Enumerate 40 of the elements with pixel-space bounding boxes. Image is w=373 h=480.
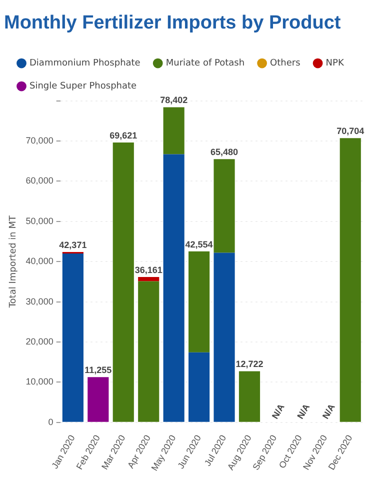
bar xyxy=(340,138,361,422)
total-label: 42,371 xyxy=(59,240,87,250)
bar xyxy=(62,254,84,422)
bar xyxy=(214,252,235,422)
bar xyxy=(112,142,134,422)
bar xyxy=(138,281,160,422)
legend-label: Others xyxy=(270,58,301,69)
total-label: 42,554 xyxy=(185,239,213,250)
legend-label: Single Super Phosphate xyxy=(30,82,138,92)
total-label: 70,704 xyxy=(336,126,364,136)
text: N/A xyxy=(270,402,286,421)
y-tick-label: 40,000 xyxy=(26,256,54,266)
legend-label: NPK xyxy=(326,58,345,69)
bar xyxy=(238,371,260,422)
bar xyxy=(163,107,184,154)
bar xyxy=(88,377,109,422)
y-tick-label: 60,000 xyxy=(26,176,54,186)
total-label: 69,621 xyxy=(110,130,138,141)
y-tick-label: 70,000 xyxy=(26,135,54,146)
total-label: 12,722 xyxy=(236,359,264,370)
y-tick-label: 30,000 xyxy=(26,296,54,306)
bar xyxy=(214,159,235,253)
bar xyxy=(163,154,184,422)
bar xyxy=(138,277,160,282)
y-tick-label: 10,000 xyxy=(26,376,54,387)
text: N/A xyxy=(295,402,312,421)
legend-label: Muriate of Potash xyxy=(166,58,245,69)
total-label: 78,402 xyxy=(160,95,188,106)
legend-label: Diammonium Phosphate xyxy=(30,58,141,69)
chart-title: Monthly Fertilizer Imports by Product xyxy=(4,12,342,34)
total-label: 65,480 xyxy=(210,147,238,158)
bar xyxy=(188,352,210,422)
total-label: 11,255 xyxy=(84,365,112,376)
y-axis-title: Total Imported in MT xyxy=(8,214,19,309)
bar xyxy=(188,251,210,352)
text: N/A xyxy=(320,402,337,421)
total-label: 36,161 xyxy=(134,265,162,275)
y-tick-label: 0 xyxy=(48,416,54,427)
y-tick-label: 20,000 xyxy=(26,336,54,346)
y-tick-label: 50,000 xyxy=(26,216,54,226)
